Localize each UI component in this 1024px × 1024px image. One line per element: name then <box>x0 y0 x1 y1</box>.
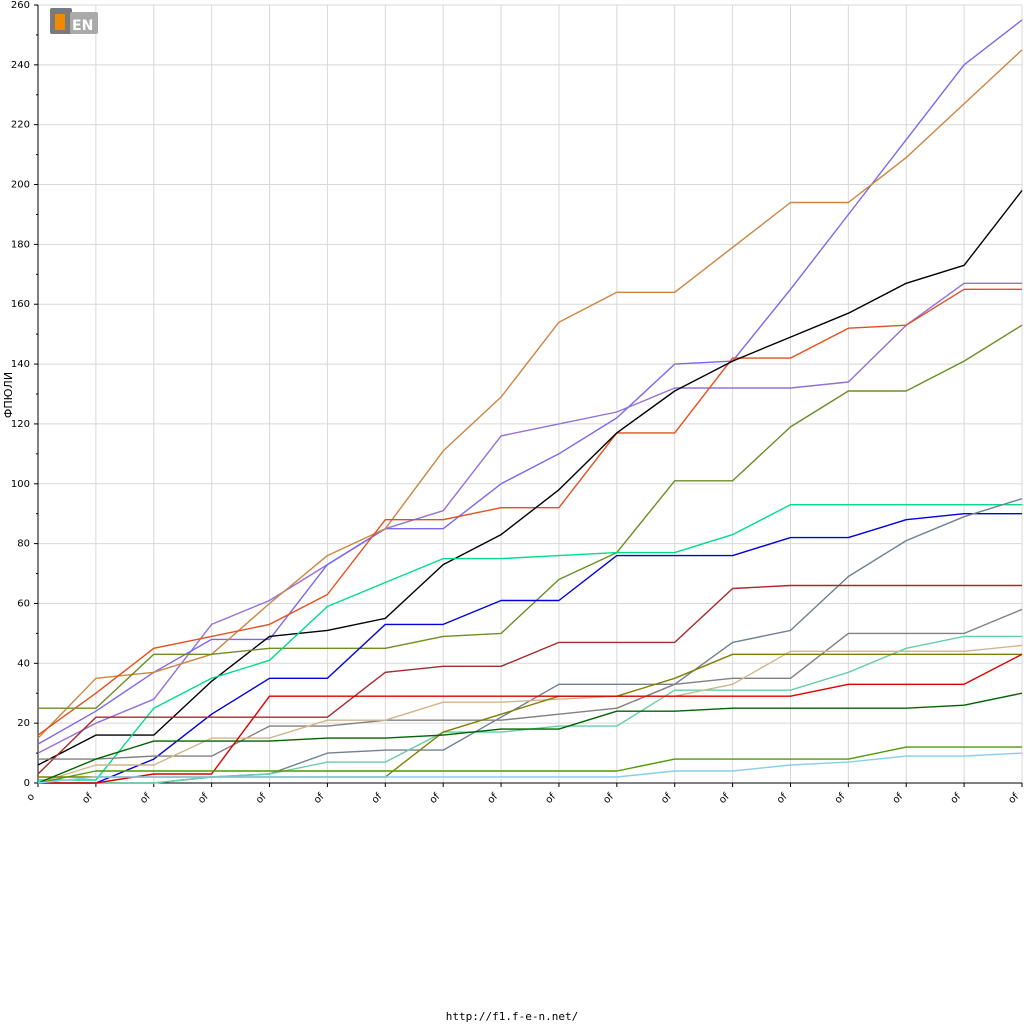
series-line-3 <box>37 49 1023 739</box>
y-tick-label: 240 <box>11 60 30 71</box>
series-line-16 <box>37 692 1023 784</box>
x-tick-label: of <box>601 791 616 806</box>
series-line-2 <box>37 19 1023 745</box>
series-line-14 <box>38 653 1022 778</box>
y-tick-label: 200 <box>11 180 30 191</box>
x-tick-label: of <box>1007 791 1022 806</box>
series-line-7 <box>38 504 1022 781</box>
y-tick-label: 80 <box>17 539 30 550</box>
f1en-logo: EN <box>50 8 98 34</box>
y-tick-label: 100 <box>11 479 30 490</box>
series-line-1 <box>37 282 1022 754</box>
x-tick-label: of <box>254 791 269 806</box>
y-tick-label: 40 <box>17 658 30 669</box>
series-line-17 <box>37 746 1022 784</box>
y-axis-label: ФПЮЛИ <box>2 372 15 418</box>
y-tick-label: 140 <box>11 359 30 370</box>
axes <box>34 4 1023 787</box>
y-tick-label: 120 <box>11 419 30 430</box>
series-line-18 <box>37 752 1023 784</box>
y-tick-label: 260 <box>11 0 30 11</box>
footer-url: http://f1.f-e-n.net/ <box>445 1010 579 1023</box>
y-tick-label: 160 <box>11 299 30 310</box>
x-tick-label: of <box>312 791 327 806</box>
y-tick-label: 0 <box>24 778 30 789</box>
x-tick-label: of <box>80 791 95 806</box>
grid <box>38 4 1023 784</box>
tick-labels: 0 20 40 60 80 100 120 140 160 180 200 220 240 260 o of o… <box>11 0 1022 806</box>
x-tick-label: of <box>833 791 848 806</box>
series-line-4 <box>37 288 1022 736</box>
x-tick-label: of <box>138 791 153 806</box>
series-lines <box>37 19 1023 784</box>
x-tick-label: of <box>486 791 501 806</box>
x-tick-label: of <box>659 791 674 806</box>
svg-text:EN: EN <box>72 18 93 34</box>
series-line-9 <box>38 498 1023 784</box>
series-line-10 <box>37 584 1022 775</box>
x-tick-label: of <box>775 791 790 806</box>
y-tick-label: 220 <box>11 120 30 131</box>
y-tick-label: 20 <box>17 718 30 729</box>
x-tick-label: of <box>543 791 558 806</box>
x-tick-label: of <box>717 791 732 806</box>
x-tick-label: of <box>196 791 211 806</box>
series-line-6 <box>38 324 1023 709</box>
x-tick-label: of <box>370 791 385 806</box>
series-line-8 <box>38 513 1022 784</box>
series-line-11 <box>38 608 1023 760</box>
series-line-5 <box>37 190 1023 766</box>
x-tick-label: of <box>428 791 443 806</box>
y-tick-label: 60 <box>17 598 30 609</box>
series-line-15 <box>38 653 1023 784</box>
y-tick-label: 180 <box>11 239 30 250</box>
x-tick-label: of <box>949 791 964 806</box>
series-line-13 <box>37 644 1023 784</box>
x-tick-label: of <box>891 791 906 806</box>
x-tick-label: o <box>25 791 37 803</box>
